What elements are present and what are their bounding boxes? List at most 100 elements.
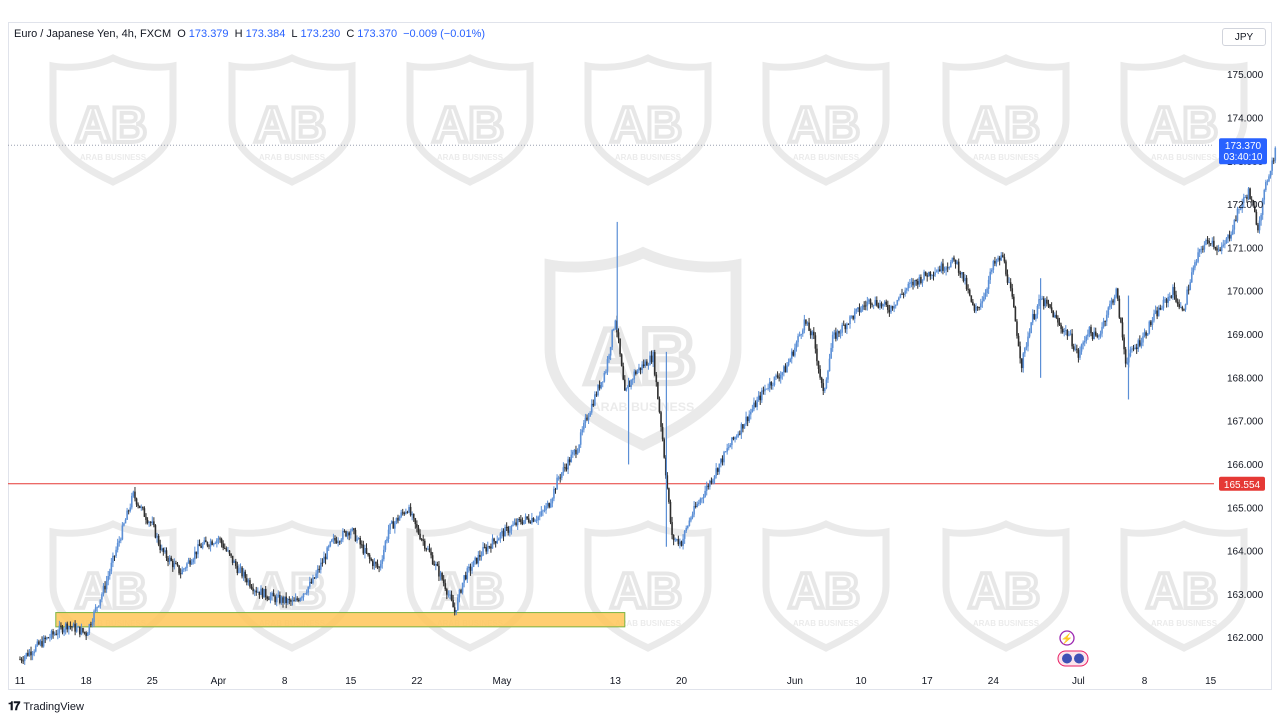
- candle-body: [916, 281, 919, 285]
- candle-body: [693, 505, 695, 515]
- candle-body: [419, 533, 421, 539]
- candle-body: [1061, 328, 1064, 333]
- candle-body: [745, 416, 747, 425]
- candle-body: [85, 632, 87, 636]
- candle-body: [299, 598, 302, 601]
- candle-body: [212, 543, 215, 545]
- price-tick-label: 163.000: [1227, 590, 1264, 601]
- candle-body: [798, 334, 801, 337]
- candle-body: [808, 322, 810, 331]
- candle-body: [283, 596, 286, 603]
- candle-body: [58, 625, 61, 634]
- resistance-price-label: 165.554: [1224, 480, 1261, 491]
- candle-body: [318, 568, 321, 570]
- candle-body: [126, 510, 128, 520]
- candle-body: [324, 556, 327, 560]
- candle-body: [1233, 219, 1236, 230]
- candle-body: [1082, 342, 1084, 345]
- candle-body: [986, 288, 988, 294]
- support-zone[interactable]: [55, 612, 626, 628]
- candle-body: [978, 307, 980, 308]
- candle-body: [891, 306, 894, 309]
- candle-body: [967, 288, 969, 290]
- candle-body: [603, 372, 606, 382]
- candle-body: [190, 562, 193, 565]
- candle-body: [1139, 340, 1141, 346]
- candle-body: [636, 370, 639, 374]
- candle-body: [1238, 208, 1240, 210]
- candle-body: [849, 316, 851, 325]
- chart-frame[interactable]: [8, 22, 1272, 690]
- candle-body: [482, 547, 484, 556]
- candle-body: [223, 547, 226, 549]
- candle-body: [768, 382, 771, 389]
- time-tick-label: Apr: [211, 676, 227, 687]
- candle-body: [297, 599, 300, 601]
- candle-body: [855, 309, 858, 312]
- candle-body: [1168, 296, 1171, 298]
- candle-body: [557, 477, 560, 479]
- candle-body: [734, 437, 736, 440]
- candle-body: [118, 540, 121, 543]
- candle-body: [1272, 160, 1275, 162]
- watermark-text: ARAB BUSINESS: [615, 619, 682, 628]
- candle-body: [157, 535, 160, 545]
- candle-body: [249, 580, 251, 587]
- candle-body: [1235, 219, 1237, 221]
- candle-body: [937, 269, 940, 272]
- lightning-event-icon[interactable]: [1059, 630, 1075, 646]
- candle-body: [576, 451, 579, 455]
- chart-icons: ⚡: [1057, 630, 1089, 667]
- tradingview-logo[interactable]: 𝟏𝟕 TradingView: [8, 699, 84, 714]
- candle-body: [493, 538, 495, 542]
- candle-body: [60, 625, 62, 627]
- candle-body: [110, 562, 113, 572]
- candle-body: [809, 330, 812, 336]
- candle-body: [222, 543, 224, 548]
- candle-body: [474, 557, 476, 561]
- candle-body: [52, 631, 54, 635]
- candle-body: [96, 606, 98, 608]
- candle-body: [1088, 326, 1091, 335]
- candle-body: [305, 592, 308, 594]
- candle-body: [225, 548, 228, 551]
- candle-body: [1143, 332, 1146, 337]
- candle-body: [721, 458, 724, 463]
- candle-body: [392, 521, 395, 529]
- candle-body: [1002, 255, 1004, 258]
- candle-body: [401, 512, 404, 514]
- candle-body: [444, 583, 447, 590]
- candle-body: [113, 555, 116, 557]
- candle-body: [635, 371, 637, 374]
- symbol-title: Euro / Japanese Yen, 4h, FXCM: [14, 28, 172, 40]
- candle-body: [682, 538, 684, 546]
- candle-body: [675, 539, 678, 540]
- candle-body: [705, 485, 708, 491]
- candle-body: [206, 542, 209, 546]
- watermark-text: ARAB BUSINESS: [973, 153, 1040, 162]
- candle-body: [1109, 303, 1111, 308]
- candle-body: [490, 546, 492, 549]
- candle-body: [99, 599, 102, 606]
- candle-body: [173, 563, 176, 568]
- candle-body: [579, 432, 582, 445]
- candle-body: [1203, 244, 1206, 250]
- candle-body: [970, 295, 973, 302]
- shield-outline: [228, 54, 356, 186]
- candle-body: [1213, 240, 1215, 247]
- candle-body: [529, 521, 532, 524]
- time-axis[interactable]: 11 18 25 Apr 8 15 22 May 13 20 Jun 10 17 24 Jul 8 15: [15, 676, 1217, 687]
- candle-body: [562, 467, 565, 473]
- candle-body: [773, 376, 776, 386]
- candle-body: [42, 637, 45, 647]
- candle-body: [337, 541, 339, 544]
- candle-body: [186, 563, 188, 569]
- candle-body: [1260, 214, 1262, 221]
- candle-body: [31, 653, 34, 656]
- candle-body: [633, 371, 636, 380]
- currency-button[interactable]: JPY: [1222, 28, 1266, 46]
- candle-body: [942, 263, 944, 271]
- candle-body: [79, 626, 81, 635]
- candle-body: [167, 558, 169, 562]
